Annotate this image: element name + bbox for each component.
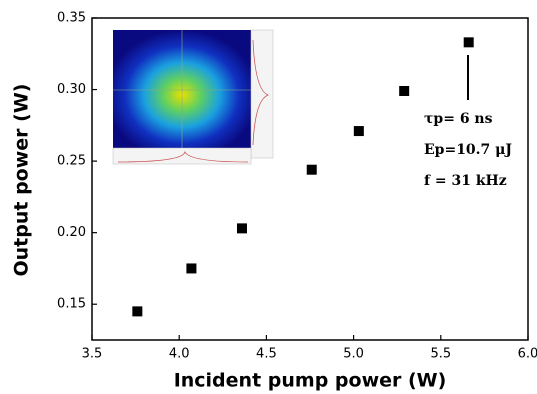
side-profile <box>251 30 273 158</box>
x-tick-label: 5.5 <box>430 347 451 362</box>
annotation: Ep=10.7 μJ <box>424 142 512 158</box>
x-tick-label: 6.0 <box>518 347 537 362</box>
point <box>307 165 317 175</box>
inset-image <box>113 30 273 164</box>
x-tick-label: 3.5 <box>82 347 103 362</box>
x-tick-label: 4.0 <box>169 347 190 362</box>
y-tick-label: 0.25 <box>57 154 86 169</box>
point <box>354 126 364 136</box>
y-tick-label: 0.35 <box>57 11 86 26</box>
annotation: f = 31 kHz <box>424 173 507 189</box>
y-tick-label: 0.20 <box>57 225 86 240</box>
x-tick-label: 4.5 <box>256 347 277 362</box>
point <box>132 306 142 316</box>
point <box>464 37 474 47</box>
x-tick-label: 5.0 <box>343 347 364 362</box>
x-axis-title: Incident pump power (W) <box>174 370 447 392</box>
chart: Incident pump power (W) Output power (W)… <box>0 0 537 394</box>
y-axis-title: Output power (W) <box>11 84 33 277</box>
y-tick-label: 0.15 <box>57 297 86 312</box>
annotation: τp= 6 ns <box>424 111 493 127</box>
point <box>186 263 196 273</box>
y-tick-label: 0.30 <box>57 82 86 97</box>
point <box>237 223 247 233</box>
point <box>399 86 409 96</box>
